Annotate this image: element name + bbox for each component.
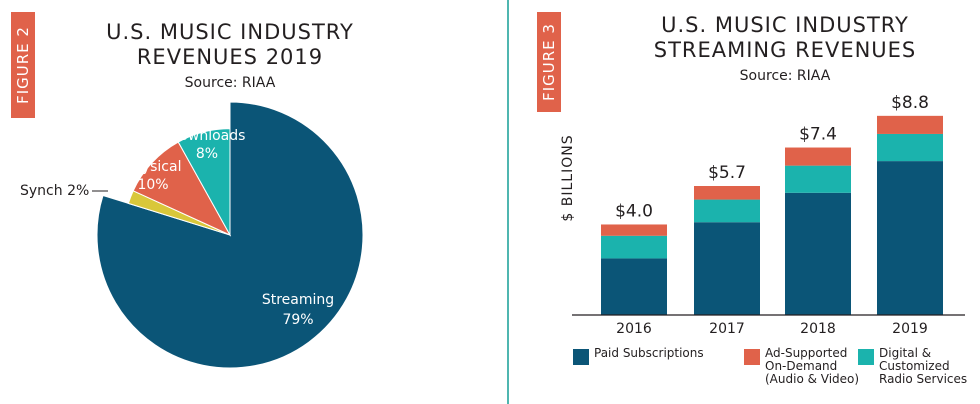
legend-paid-subscriptions: Paid Subscriptions bbox=[573, 347, 704, 365]
bar-2017-paid-subscriptions bbox=[694, 222, 760, 315]
figure-3-title: U.S. MUSIC INDUSTRY STREAMING REVENUES bbox=[620, 13, 950, 63]
pie-label-streaming: Streaming bbox=[262, 292, 334, 308]
figure-2-tag: FIGURE 2 bbox=[11, 12, 35, 118]
figure-3-tag: FIGURE 3 bbox=[537, 12, 561, 112]
legend-text-ad-supported: Ad-Supported On-Demand (Audio & Video) bbox=[765, 347, 859, 386]
bar-2016-digital-customized-radio-services bbox=[601, 235, 667, 259]
pie-label-physical-pct: 10% bbox=[137, 177, 168, 193]
bar-2018-paid-subscriptions bbox=[785, 192, 851, 315]
bar-2018-ad-supported-on-demand-audio-video bbox=[785, 147, 851, 166]
legend-swatch-ad-supported bbox=[744, 349, 760, 365]
bar-2017-digital-customized-radio-services bbox=[694, 199, 760, 223]
pie-label-downloads-pct: 8% bbox=[196, 146, 218, 162]
legend-radio-line-1: Digital & bbox=[879, 346, 932, 360]
pie-slice-digital-downloads bbox=[177, 128, 231, 237]
bar-y-axis-label: $ BILLIONS bbox=[560, 134, 576, 221]
bar-x-tick-2019: 2019 bbox=[892, 321, 928, 337]
bar-total-label-2019: $8.8 bbox=[891, 93, 929, 113]
legend-radio-line-2: Customized bbox=[879, 359, 950, 373]
bar-2017-ad-supported-on-demand-audio-video bbox=[694, 186, 760, 200]
figure-3-title-line-1: U.S. MUSIC INDUSTRY bbox=[661, 13, 909, 37]
figure-3-title-line-2: STREAMING REVENUES bbox=[653, 38, 917, 62]
legend-ad-line-3: (Audio & Video) bbox=[765, 372, 860, 386]
legend-swatch-paid bbox=[573, 349, 589, 365]
pie-label-downloads-line-2: Downloads bbox=[169, 128, 246, 144]
pie-label-downloads-line-1: Digital bbox=[184, 110, 229, 126]
bar-x-tick-2018: 2018 bbox=[800, 321, 836, 337]
figure-2-title: U.S. MUSIC INDUSTRY REVENUES 2019 bbox=[90, 20, 370, 70]
bar-total-label-2016: $4.0 bbox=[615, 201, 653, 221]
legend-ad-line-1: Ad-Supported bbox=[765, 346, 848, 360]
legend-ad-line-2: On-Demand bbox=[765, 359, 838, 373]
legend-text-digital-radio: Digital & Customized Radio Services bbox=[879, 347, 967, 386]
figure-2-title-line-1: U.S. MUSIC INDUSTRY bbox=[106, 20, 354, 44]
legend-radio-line-3: Radio Services bbox=[879, 372, 968, 386]
figure-2-title-line-2: REVENUES 2019 bbox=[136, 45, 324, 69]
legend-swatch-digital-radio bbox=[858, 349, 874, 365]
bar-2019-paid-subscriptions bbox=[877, 161, 943, 315]
figure-3-source: Source: RIAA bbox=[739, 68, 831, 84]
bar-x-tick-2016: 2016 bbox=[616, 321, 652, 337]
bar-2018-digital-customized-radio-services bbox=[785, 165, 851, 193]
legend-ad-supported: Ad-Supported On-Demand (Audio & Video) bbox=[744, 347, 859, 386]
figure-2-source: Source: RIAA bbox=[184, 75, 276, 91]
pie-label-streaming-pct: 79% bbox=[282, 312, 313, 328]
legend-digital-radio: Digital & Customized Radio Services bbox=[858, 347, 967, 386]
pie-label-physical: Physical bbox=[125, 159, 182, 175]
figure-divider bbox=[507, 0, 509, 404]
legend-paid-line-1: Paid Subscriptions bbox=[594, 346, 704, 360]
legend-text-paid: Paid Subscriptions bbox=[594, 347, 704, 360]
bar-2016-ad-supported-on-demand-audio-video bbox=[601, 224, 667, 236]
bar-2019-digital-customized-radio-services bbox=[877, 133, 943, 162]
pie-label-synch: Synch 2% bbox=[20, 183, 89, 199]
bar-total-label-2017: $5.7 bbox=[708, 163, 746, 183]
bar-2019-ad-supported-on-demand-audio-video bbox=[877, 115, 943, 134]
bar-2016-paid-subscriptions bbox=[601, 258, 667, 315]
bar-x-tick-2017: 2017 bbox=[709, 321, 745, 337]
bar-total-label-2018: $7.4 bbox=[799, 125, 837, 145]
